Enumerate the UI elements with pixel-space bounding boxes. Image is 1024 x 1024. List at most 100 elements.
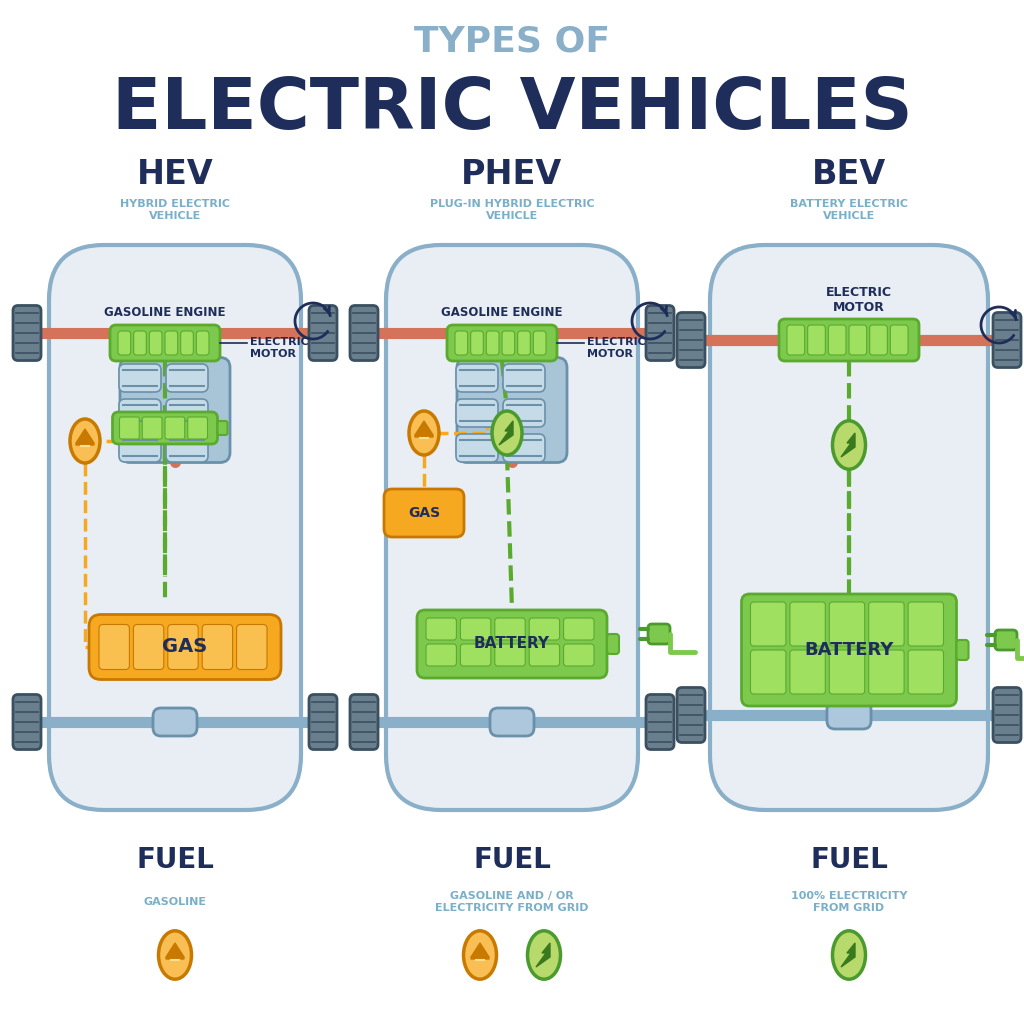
FancyBboxPatch shape [779,319,919,361]
FancyBboxPatch shape [677,312,705,368]
Text: FUEL: FUEL [810,846,888,874]
FancyBboxPatch shape [787,325,805,355]
Text: GAS: GAS [163,638,208,656]
FancyBboxPatch shape [710,245,988,810]
FancyBboxPatch shape [529,618,559,640]
FancyBboxPatch shape [384,489,464,537]
Text: ELECTRIC
MOTOR: ELECTRIC MOTOR [587,337,646,358]
Text: GAS: GAS [408,506,440,520]
Text: ELECTRIC
MOTOR: ELECTRIC MOTOR [250,337,309,358]
FancyBboxPatch shape [490,708,534,736]
FancyBboxPatch shape [165,417,184,439]
FancyBboxPatch shape [495,618,525,640]
FancyBboxPatch shape [808,325,825,355]
FancyBboxPatch shape [849,325,866,355]
FancyBboxPatch shape [119,434,161,462]
FancyBboxPatch shape [165,331,178,355]
FancyBboxPatch shape [563,644,594,666]
Polygon shape [471,943,489,959]
FancyBboxPatch shape [790,602,825,646]
Text: GASOLINE: GASOLINE [143,897,207,907]
Polygon shape [415,421,433,437]
FancyBboxPatch shape [868,650,904,694]
Text: GASOLINE AND / OR
ELECTRICITY FROM GRID: GASOLINE AND / OR ELECTRICITY FROM GRID [435,891,589,912]
Ellipse shape [833,421,865,469]
FancyBboxPatch shape [828,325,846,355]
Text: FUEL: FUEL [136,846,214,874]
FancyBboxPatch shape [607,634,618,654]
FancyBboxPatch shape [166,434,208,462]
FancyBboxPatch shape [518,331,530,355]
FancyBboxPatch shape [471,331,483,355]
FancyBboxPatch shape [993,687,1021,742]
FancyBboxPatch shape [534,331,546,355]
FancyBboxPatch shape [142,417,162,439]
Ellipse shape [159,931,191,979]
FancyBboxPatch shape [993,312,1021,368]
FancyBboxPatch shape [119,364,161,392]
Polygon shape [76,429,94,445]
FancyBboxPatch shape [956,640,969,660]
FancyBboxPatch shape [426,644,457,666]
FancyBboxPatch shape [829,650,864,694]
Polygon shape [841,943,855,967]
FancyBboxPatch shape [168,625,199,670]
Text: 100% ELECTRICITY
FROM GRID: 100% ELECTRICITY FROM GRID [791,891,907,912]
FancyBboxPatch shape [908,602,943,646]
FancyBboxPatch shape [166,364,208,392]
Text: BATTERY ELECTRIC
VEHICLE: BATTERY ELECTRIC VEHICLE [790,200,908,221]
FancyBboxPatch shape [646,305,674,360]
FancyBboxPatch shape [868,602,904,646]
FancyBboxPatch shape [110,325,220,361]
FancyBboxPatch shape [120,417,139,439]
FancyBboxPatch shape [386,245,638,810]
FancyBboxPatch shape [646,694,674,750]
FancyBboxPatch shape [426,618,457,640]
FancyBboxPatch shape [113,412,217,444]
FancyBboxPatch shape [486,331,499,355]
FancyBboxPatch shape [350,305,378,360]
Text: BATTERY: BATTERY [474,637,550,651]
Text: HEV: HEV [136,159,213,191]
Polygon shape [841,433,855,457]
FancyBboxPatch shape [908,650,943,694]
FancyBboxPatch shape [187,417,208,439]
FancyBboxPatch shape [202,625,232,670]
Text: TYPES OF: TYPES OF [414,25,610,59]
Polygon shape [166,943,184,959]
FancyBboxPatch shape [461,618,490,640]
FancyBboxPatch shape [166,399,208,427]
Polygon shape [536,943,550,967]
FancyBboxPatch shape [869,325,888,355]
Ellipse shape [464,931,497,979]
FancyBboxPatch shape [456,364,498,392]
FancyBboxPatch shape [829,602,864,646]
FancyBboxPatch shape [309,694,337,750]
Ellipse shape [492,411,522,455]
Text: ELECTRIC VEHICLES: ELECTRIC VEHICLES [112,76,912,144]
FancyBboxPatch shape [995,630,1017,650]
FancyBboxPatch shape [456,434,498,462]
FancyBboxPatch shape [13,305,41,360]
FancyBboxPatch shape [677,687,705,742]
Ellipse shape [70,419,100,463]
FancyBboxPatch shape [134,331,146,355]
FancyBboxPatch shape [150,331,162,355]
FancyBboxPatch shape [455,331,468,355]
FancyBboxPatch shape [456,399,498,427]
FancyBboxPatch shape [217,421,227,435]
FancyBboxPatch shape [89,614,281,680]
Text: GASOLINE ENGINE: GASOLINE ENGINE [441,306,563,319]
Text: HYBRID ELECTRIC
VEHICLE: HYBRID ELECTRIC VEHICLE [120,200,230,221]
FancyBboxPatch shape [457,357,567,463]
FancyBboxPatch shape [751,650,785,694]
Ellipse shape [409,411,439,455]
FancyBboxPatch shape [309,305,337,360]
FancyBboxPatch shape [495,644,525,666]
FancyBboxPatch shape [648,624,670,644]
FancyBboxPatch shape [447,325,557,361]
FancyBboxPatch shape [503,434,545,462]
FancyBboxPatch shape [197,331,209,355]
FancyBboxPatch shape [49,245,301,810]
Text: BATTERY: BATTERY [804,641,894,659]
